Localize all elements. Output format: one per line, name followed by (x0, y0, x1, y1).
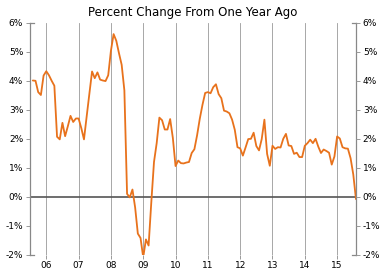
Title: Percent Change From One Year Ago: Percent Change From One Year Ago (88, 6, 298, 18)
